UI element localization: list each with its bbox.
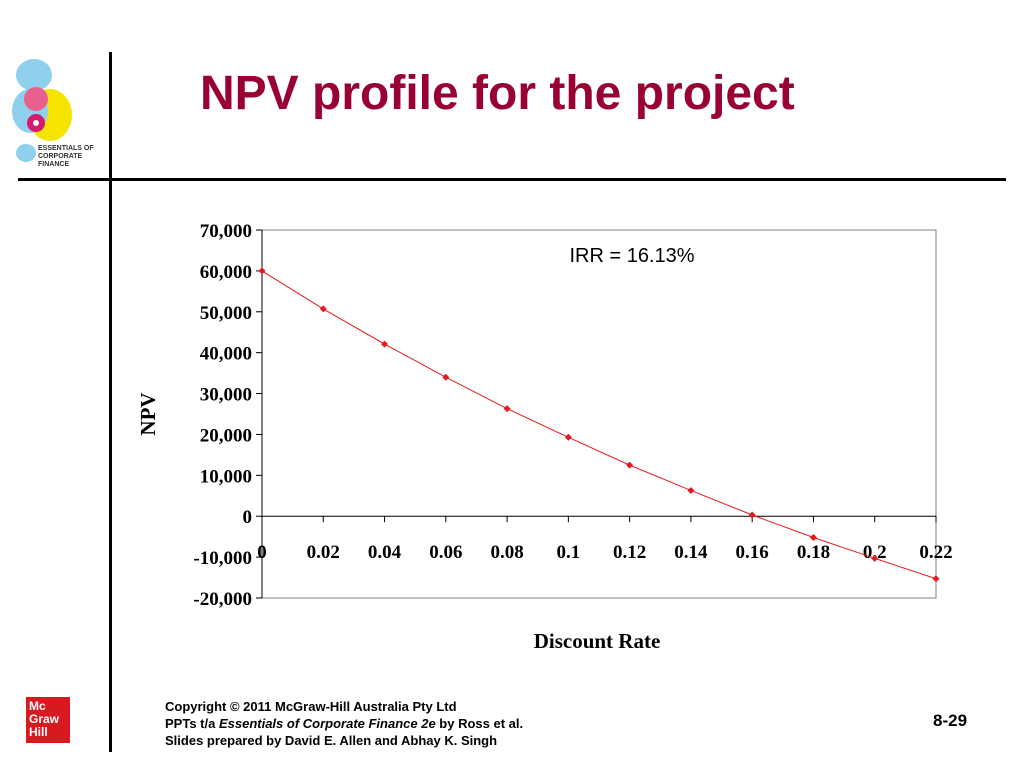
- y-tick-label: -10,000: [193, 548, 252, 569]
- y-tick-label: 30,000: [200, 385, 252, 406]
- y-tick-label: 50,000: [200, 303, 252, 324]
- essentials-logo-icon: [12, 59, 72, 162]
- x-tick-label: 0.16: [736, 542, 769, 563]
- x-tick-label: 0.1: [556, 542, 580, 563]
- irr-annotation: IRR = 16.13%: [569, 245, 694, 267]
- y-tick-label: 0: [243, 507, 253, 528]
- footer-line-3: Slides prepared by David E. Allen and Ab…: [165, 733, 498, 748]
- x-tick-label: 0.02: [307, 542, 340, 563]
- logo-text: ESSENTIALS OF CORPORATE FINANCE: [38, 145, 94, 168]
- x-tick-label: 0.08: [490, 542, 523, 563]
- x-tick-label: 0.2: [863, 542, 887, 563]
- data-point: [932, 575, 940, 583]
- y-tick-label: -20,000: [193, 589, 252, 610]
- x-tick-label: 0.04: [368, 542, 402, 563]
- horizontal-divider: [18, 178, 1006, 181]
- data-point: [626, 461, 634, 469]
- data-point: [503, 405, 511, 413]
- data-point: [809, 533, 817, 541]
- y-tick-label: 10,000: [200, 466, 252, 487]
- x-tick-label: 0: [257, 542, 267, 563]
- x-tick-label: 0.12: [613, 542, 646, 563]
- data-point: [687, 486, 695, 494]
- slide-title: NPV profile for the project: [200, 67, 795, 120]
- mcgraw-hill-logo: Mc Graw Hill: [26, 697, 70, 743]
- data-point: [564, 433, 572, 441]
- y-axis-label: NPV: [136, 392, 160, 435]
- footer-line-2: PPTs t/a Essentials of Corporate Finance…: [165, 716, 524, 731]
- y-tick-label: 40,000: [200, 344, 252, 365]
- vertical-divider: [109, 52, 112, 752]
- footer-copyright: Copyright © 2011 McGraw-Hill Australia P…: [165, 698, 523, 749]
- data-point: [442, 373, 450, 381]
- x-tick-label: 0.18: [797, 542, 830, 563]
- data-point: [319, 305, 327, 313]
- y-tick-label: 70,000: [200, 221, 252, 242]
- x-tick-label: 0.14: [674, 542, 708, 563]
- y-tick-label: 20,000: [200, 425, 252, 446]
- x-tick-label: 0.22: [919, 542, 952, 563]
- x-axis-label: Discount Rate: [534, 629, 661, 653]
- data-point: [381, 340, 389, 348]
- data-point: [871, 554, 879, 562]
- npv-series-line: [261, 270, 937, 580]
- data-point: [258, 267, 266, 275]
- footer-line-1: Copyright © 2011 McGraw-Hill Australia P…: [165, 699, 457, 714]
- plot-area: [261, 229, 937, 599]
- x-tick-label: 0.06: [429, 542, 462, 563]
- data-point: [748, 511, 756, 519]
- y-tick-label: 60,000: [200, 262, 252, 283]
- page-number: 8-29: [933, 711, 968, 730]
